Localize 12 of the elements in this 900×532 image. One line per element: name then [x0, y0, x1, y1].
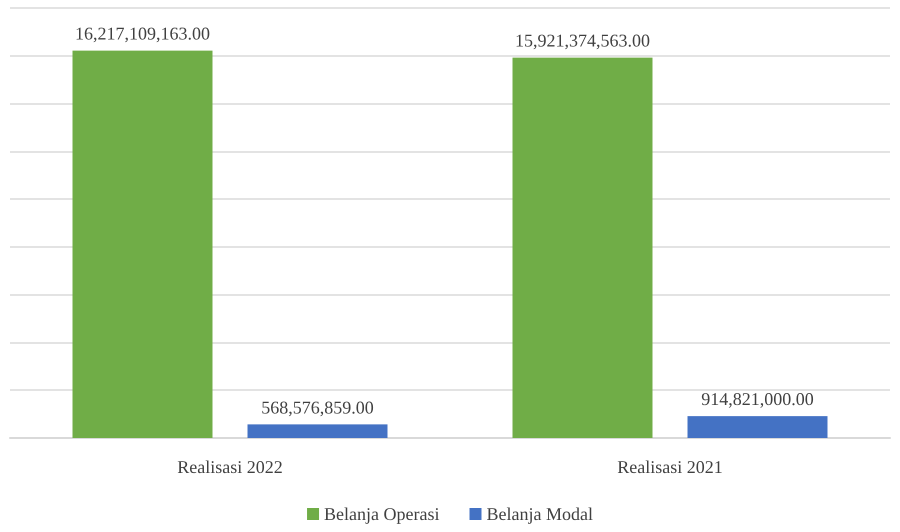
bar: [512, 58, 652, 438]
bar: [688, 416, 828, 438]
data-label: 16,217,109,163.00: [75, 24, 210, 44]
data-label: 914,821,000.00: [701, 389, 814, 410]
x-tick-label: Realisasi 2021: [617, 457, 723, 477]
legend-label: Belanja Modal: [486, 504, 593, 524]
bar: [72, 50, 212, 438]
data-label: 15,921,374,563.00: [515, 30, 650, 51]
data-label: 568,576,859.00: [261, 397, 374, 418]
legend-label: Belanja Operasi: [324, 504, 440, 524]
bar: [248, 424, 388, 438]
x-tick-label: Realisasi 2022: [177, 457, 283, 477]
